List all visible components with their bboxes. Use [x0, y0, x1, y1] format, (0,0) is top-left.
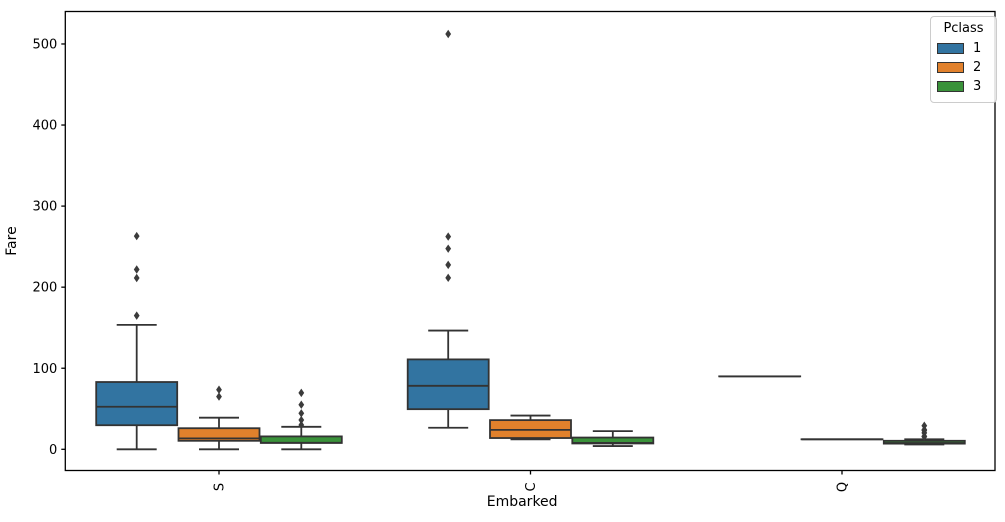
- outlier-point: [133, 311, 140, 320]
- x-tick-label: S: [213, 483, 228, 491]
- outlier-point: [445, 273, 452, 283]
- y-tick-label: 200: [32, 281, 57, 296]
- legend-swatch: [937, 43, 964, 54]
- y-tick-label: 500: [32, 38, 57, 53]
- outlier-point: [298, 400, 305, 409]
- outlier-point: [445, 232, 452, 241]
- box-S-pclass1: [95, 231, 179, 451]
- box-S-pclass3: [259, 388, 343, 451]
- outlier-point: [445, 244, 452, 253]
- box-C-pclass2: [489, 414, 572, 441]
- box-Q-pclass3: [882, 421, 966, 446]
- axes-frame: [64, 10, 996, 472]
- iqr-box: [95, 381, 179, 427]
- y-tick-label: 100: [32, 362, 57, 377]
- y-tick-label: 0: [49, 443, 57, 458]
- y-tick-label: 400: [32, 119, 57, 134]
- x-axis-label: Embarked: [487, 494, 558, 510]
- x-tick-label: C: [524, 482, 539, 491]
- outlier-point: [133, 273, 140, 283]
- legend-swatch: [937, 62, 964, 73]
- outlier-point: [298, 388, 305, 398]
- box-C-pclass3: [571, 430, 655, 447]
- outlier-point: [298, 409, 305, 418]
- y-axis-label: Fare: [4, 226, 20, 255]
- legend-entry: 1: [931, 39, 996, 58]
- iqr-box: [406, 358, 490, 411]
- legend-title: Pclass: [943, 21, 984, 36]
- outlier-point: [216, 385, 222, 394]
- legend-swatch: [937, 81, 964, 92]
- legend: Pclass 1 2 3: [930, 16, 997, 103]
- y-tick-label: 300: [32, 200, 57, 215]
- legend-entry-label: 1: [973, 41, 982, 56]
- legend-entry: 3: [931, 77, 996, 96]
- outlier-point: [216, 392, 222, 401]
- legend-entry-label: 3: [973, 79, 982, 94]
- legend-entry: 2: [931, 58, 996, 77]
- outlier-point: [133, 231, 140, 241]
- outlier-point: [298, 420, 305, 430]
- x-tick-label: Q: [836, 482, 851, 492]
- outlier-point: [445, 29, 452, 39]
- outlier-point: [133, 265, 140, 274]
- outlier-point: [298, 415, 305, 425]
- outlier-point: [921, 421, 928, 430]
- legend-entry-label: 2: [973, 60, 982, 75]
- box-C-pclass1: [406, 29, 490, 429]
- outlier-point: [445, 260, 452, 270]
- box-S-pclass2: [177, 385, 261, 451]
